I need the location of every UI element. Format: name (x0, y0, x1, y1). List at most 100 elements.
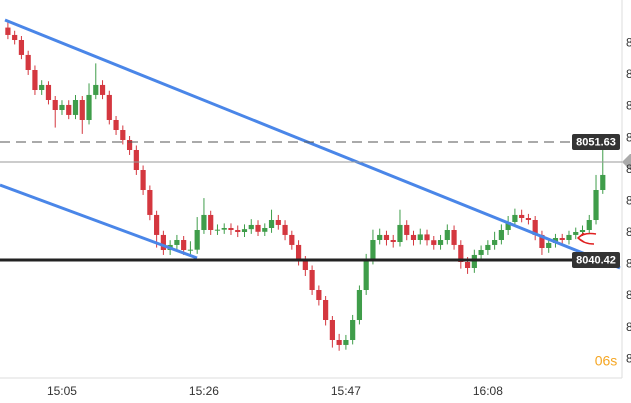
candle-body (289, 234, 295, 245)
trend-line (4, 18, 621, 270)
candle-body (586, 220, 592, 230)
candle-body (25, 54, 31, 70)
y-tick-label: 8 (626, 36, 631, 50)
candle-body (133, 150, 139, 170)
candle-body (573, 232, 579, 235)
x-tick-label: 15:47 (331, 384, 361, 398)
candle-body (309, 270, 315, 290)
candle-body (201, 214, 207, 230)
x-tick-label: 16:08 (473, 384, 503, 398)
candle-body (275, 220, 281, 225)
candle-body (187, 249, 194, 251)
y-tick-label: 8 (626, 320, 631, 334)
candle-body (566, 234, 572, 240)
candle-body (45, 84, 52, 100)
candle-body (383, 234, 390, 240)
candle-body (12, 34, 18, 40)
candle-body (579, 230, 586, 232)
candle-body (444, 230, 450, 240)
y-tick-label: 8 (626, 99, 631, 113)
candle-body (140, 170, 146, 190)
candle-body (208, 214, 214, 230)
candle-body (59, 104, 65, 110)
candles (5, 20, 606, 351)
x-tick-label: 15:26 (189, 384, 219, 398)
candle-body (559, 238, 565, 240)
arrow-annotation (576, 232, 597, 245)
candle-body (228, 228, 234, 230)
candle-body (323, 300, 329, 320)
candle-body (546, 242, 552, 248)
candle-body (262, 228, 268, 232)
y-tick-label: 8 (626, 351, 631, 365)
y-tick-label: 8 (626, 67, 631, 81)
candle-body (255, 224, 261, 232)
candle-body (39, 84, 45, 90)
candle-body (397, 224, 403, 242)
y-tick-label: 8 (626, 288, 631, 302)
candle-body (437, 240, 444, 245)
candle-body (417, 234, 423, 240)
y-tick-label: 8 (626, 130, 631, 144)
candle-body (329, 320, 335, 340)
candle-body (424, 234, 430, 241)
y-tick-label: 8 (626, 225, 631, 239)
candle-body (194, 230, 200, 250)
candle-body (268, 220, 275, 228)
candle-body (5, 27, 11, 35)
candle-body (336, 340, 342, 345)
candle-body (464, 262, 471, 268)
candle-body (160, 234, 166, 250)
candle-body (356, 290, 363, 320)
candle-body (181, 240, 187, 250)
levels: 8051.63 8040.42 (0, 134, 631, 268)
x-tick-label: 15:05 (47, 384, 77, 398)
candle-body (363, 260, 369, 290)
level-label-box (572, 134, 620, 150)
y-tick-label: 8 (626, 162, 631, 176)
candle-body (221, 228, 227, 230)
candle-body (377, 234, 383, 240)
candle-body (485, 244, 491, 250)
candle-body (410, 234, 417, 240)
candle-body (235, 230, 241, 232)
candle-body (451, 230, 457, 245)
candle-body (302, 260, 308, 270)
candle-body (350, 320, 356, 340)
candle-body (539, 234, 545, 248)
level-label-box (572, 252, 620, 268)
candle-body (93, 84, 99, 95)
candle-body (120, 130, 126, 140)
candle-body (343, 340, 349, 345)
level-label: 8040.42 (576, 254, 616, 266)
candle-body (532, 220, 538, 235)
candle-body (295, 244, 302, 260)
candle-body (18, 40, 25, 55)
y-tick-label: 8 (626, 193, 631, 207)
candle-body (390, 240, 396, 242)
trend-line (0, 183, 198, 260)
candle-body (66, 104, 72, 115)
candle-body (370, 240, 376, 260)
current-price-tag (622, 154, 631, 170)
candle-body (512, 214, 518, 222)
candle-body (32, 70, 38, 90)
candle-body (498, 230, 504, 240)
candle-body (113, 120, 119, 130)
candle-body (79, 100, 85, 120)
candle-body (316, 290, 322, 300)
candle-body (404, 224, 410, 235)
candle-body (126, 140, 133, 150)
candle-body (154, 214, 160, 235)
candle-body (147, 190, 153, 215)
candle-body (492, 240, 498, 245)
candle-body (478, 250, 484, 255)
candle-body (282, 224, 288, 235)
candle-body (52, 100, 58, 110)
level-label: 8051.63 (576, 136, 616, 148)
candle-body (458, 244, 464, 262)
candle-body (174, 240, 180, 245)
candle-body (214, 229, 221, 231)
